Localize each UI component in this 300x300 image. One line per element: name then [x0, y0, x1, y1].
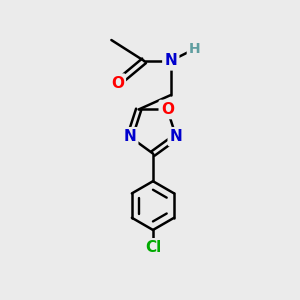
Text: Cl: Cl: [145, 240, 161, 255]
Text: N: N: [170, 129, 182, 144]
Text: H: H: [189, 42, 200, 56]
Text: O: O: [161, 102, 174, 117]
Text: O: O: [111, 76, 124, 91]
Text: N: N: [164, 53, 177, 68]
Text: N: N: [123, 129, 136, 144]
